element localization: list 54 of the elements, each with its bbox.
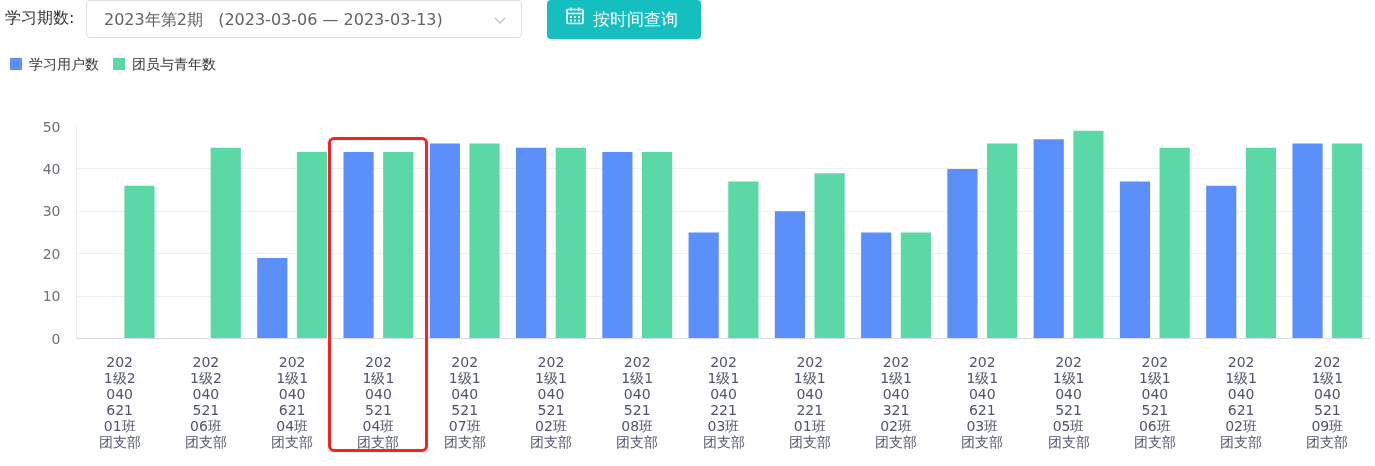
bar <box>1033 139 1064 339</box>
x-tick-label: 2021级104062104班团支部 <box>271 353 314 450</box>
bar <box>728 181 759 339</box>
bar <box>987 143 1018 339</box>
y-tick-label: 30 <box>42 203 61 220</box>
x-tick-label: 2021级104052107班团支部 <box>443 353 486 450</box>
bar <box>516 147 547 339</box>
y-tick-label: 20 <box>42 245 61 262</box>
y-tick-label: 10 <box>42 288 61 305</box>
x-tick-label: 2021级104052108班团支部 <box>616 353 659 450</box>
bar <box>429 143 460 339</box>
bar <box>343 151 374 339</box>
x-tick-label: 2021级104052102班团支部 <box>529 353 572 450</box>
x-tick-label: 2021级204052106班团支部 <box>184 353 227 450</box>
bar <box>469 143 500 339</box>
x-tick-label: 2021级104062103班团支部 <box>961 353 1004 450</box>
bar <box>1206 185 1237 339</box>
bar <box>257 257 288 339</box>
bar <box>1292 143 1323 339</box>
bar <box>383 151 414 339</box>
bar <box>296 151 328 339</box>
bar <box>900 232 931 339</box>
bar <box>1159 147 1190 339</box>
bar <box>1245 147 1277 339</box>
y-tick-label: 50 <box>42 118 61 135</box>
legend-label: 团员与青年数 <box>132 55 216 74</box>
bar <box>1332 143 1363 339</box>
x-tick-label: 2021级104022101班团支部 <box>788 353 831 450</box>
bar <box>555 147 586 339</box>
bar <box>641 151 673 339</box>
x-tick-label: 2021级104052104班团支部 <box>357 353 400 450</box>
bar <box>688 232 719 339</box>
button: 按时间查询 <box>547 0 701 39</box>
x-tick-label: 2021级104052106班团支部 <box>1133 353 1176 450</box>
text: 学习期数: <box>5 7 75 29</box>
bar <box>814 173 845 339</box>
bar <box>210 147 241 339</box>
bar <box>1073 130 1104 339</box>
y-tick-label: 0 <box>51 330 61 347</box>
bar <box>602 151 633 339</box>
x-tick-label: 2021级204062101班团支部 <box>98 353 141 450</box>
bar <box>774 211 806 339</box>
y-tick-label: 40 <box>42 160 61 177</box>
bar <box>1119 181 1151 339</box>
x-tick-label: 2021级104052109班团支部 <box>1306 353 1349 450</box>
x-tick-label: 2021级104062102班团支部 <box>1220 353 1263 450</box>
dropdown-select: 2023年第2期 (2023-03-06 — 2023-03-13) <box>86 0 522 38</box>
x-tick-label: 2021级104032102班团支部 <box>875 353 918 450</box>
x-tick-label: 2021级104052105班团支部 <box>1047 353 1090 450</box>
legend-label: 学习用户数 <box>29 55 99 74</box>
bar <box>861 232 892 339</box>
x-tick-label: 2021级104022103班团支部 <box>702 353 745 450</box>
bar <box>124 185 155 339</box>
bar <box>947 168 978 339</box>
